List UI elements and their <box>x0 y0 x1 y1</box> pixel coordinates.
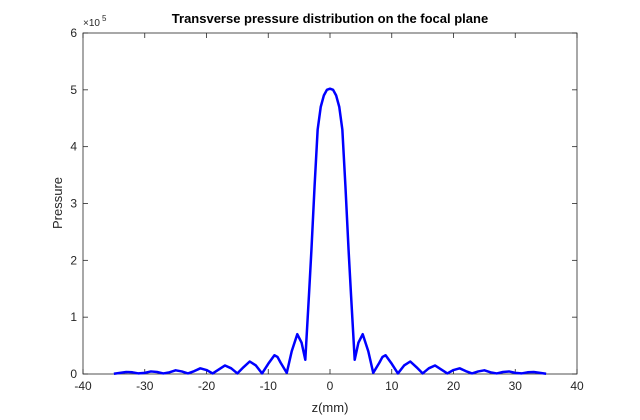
x-tick-label: 30 <box>509 379 523 393</box>
y-axis: 0 1 2 3 4 5 6 <box>70 26 577 381</box>
y-tick-label: 4 <box>70 140 77 154</box>
y-axis-label: Pressure <box>50 177 65 229</box>
y-exponent-base: ×10 <box>83 18 100 29</box>
chart-title: Transverse pressure distribution on the … <box>172 11 488 26</box>
x-tick-label: 0 <box>327 379 334 393</box>
pressure-series-line <box>113 87 547 375</box>
x-tick-label: 10 <box>385 379 399 393</box>
plot-area <box>82 32 578 375</box>
y-tick-label: 6 <box>70 26 77 40</box>
x-tick-label: -30 <box>136 379 154 393</box>
x-tick-label: -20 <box>198 379 216 393</box>
x-axis-label: z(mm) <box>312 400 349 415</box>
y-exponent: ×10 5 <box>83 14 107 29</box>
y-tick-label: 2 <box>70 253 77 267</box>
y-tick-label: 0 <box>70 367 77 381</box>
x-tick-label: -10 <box>260 379 278 393</box>
x-tick-label: -40 <box>74 379 92 393</box>
x-axis: -40 -30 -20 -10 0 10 20 30 40 <box>74 33 584 393</box>
y-tick-label: 5 <box>70 83 77 97</box>
x-tick-label: 40 <box>570 379 584 393</box>
x-tick-label: 20 <box>447 379 461 393</box>
y-tick-label: 3 <box>70 197 77 211</box>
y-exponent-power: 5 <box>102 14 107 23</box>
y-tick-label: 1 <box>70 310 77 324</box>
